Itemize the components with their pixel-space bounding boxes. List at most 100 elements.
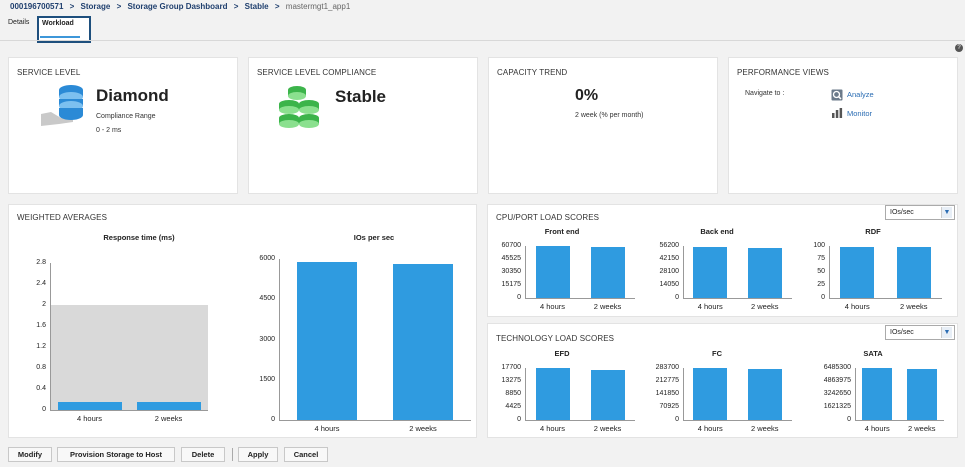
response-time-y-tick: 1.2 bbox=[36, 343, 46, 350]
sata-x-label: 2 weeks bbox=[907, 424, 936, 433]
ios-per-sec-y-tick: 4500 bbox=[259, 295, 275, 303]
response-time-y-tick: 2.8 bbox=[36, 259, 46, 266]
rdf-y-tick: 100 bbox=[813, 242, 825, 249]
fc-x-axis bbox=[683, 420, 792, 421]
response-time-y-tick: 0.4 bbox=[36, 385, 46, 392]
sata-y-tick: 3242650 bbox=[823, 390, 851, 397]
back-end-bar bbox=[693, 246, 728, 298]
cpu-metric-select[interactable]: IOs/sec ▼ bbox=[885, 205, 955, 220]
efd-bar bbox=[535, 368, 570, 420]
rdf-y-tick: 50 bbox=[817, 268, 825, 275]
response-time-y-axis bbox=[50, 263, 51, 410]
front-end-y-tick: 30350 bbox=[501, 268, 521, 275]
database-hand-icon bbox=[41, 85, 83, 126]
efd-y-tick: 17700 bbox=[501, 364, 521, 371]
tabbar-divider bbox=[0, 40, 965, 41]
breadcrumb-separator: > bbox=[274, 2, 280, 11]
database-stack-icon bbox=[279, 86, 319, 128]
back-end-x-label: 2 weeks bbox=[750, 302, 779, 311]
front-end-y-tick: 60700 bbox=[501, 242, 521, 249]
tab-details[interactable]: Details bbox=[8, 19, 30, 26]
efd-y-axis bbox=[525, 368, 526, 420]
rdf-y-tick: 25 bbox=[817, 281, 825, 288]
efd-chart-title: EFD bbox=[554, 349, 570, 358]
cancel-button[interactable]: Cancel bbox=[284, 447, 328, 462]
front-end-x-label: 2 weeks bbox=[593, 302, 622, 311]
tech-metric-value: IOs/sec bbox=[890, 329, 914, 336]
back-end-y-tick: 42150 bbox=[659, 255, 679, 262]
tech-load-title: TECHNOLOGY LOAD SCORES bbox=[496, 334, 615, 343]
response-time-y-tick: 0.8 bbox=[36, 364, 46, 371]
response-time-y-tick: 1.6 bbox=[36, 322, 46, 329]
front-end-chart-title: Front end bbox=[544, 227, 580, 236]
rdf-bar bbox=[840, 246, 875, 298]
ios-per-sec-x-label: 2 weeks bbox=[409, 424, 437, 433]
response-time-x-label: 2 weeks bbox=[154, 414, 183, 423]
fc-chart-title: FC bbox=[712, 349, 722, 358]
response-time-y-tick: 0 bbox=[42, 406, 46, 413]
breadcrumb-storage[interactable]: Storage bbox=[80, 2, 111, 11]
analyze-link[interactable]: Analyze bbox=[847, 90, 874, 99]
sata-x-axis bbox=[855, 420, 944, 421]
capacity-note: 2 week (% per month) bbox=[575, 112, 644, 119]
front-end-y-tick: 15175 bbox=[501, 281, 521, 288]
sata-chart-title: SATA bbox=[863, 349, 883, 358]
sata-bar bbox=[862, 368, 893, 420]
rdf-x-label: 2 weeks bbox=[899, 302, 928, 311]
service-level-panel: SERVICE LEVEL Diamond Compliance Range 0… bbox=[8, 57, 238, 194]
ios-per-sec-bar bbox=[393, 264, 453, 420]
capacity-title: CAPACITY TREND bbox=[497, 68, 568, 77]
breadcrumb-stable[interactable]: Stable bbox=[244, 2, 269, 11]
tab-workload[interactable]: Workload bbox=[37, 16, 91, 43]
help-icon[interactable]: ? bbox=[955, 44, 963, 52]
cpu-load-title: CPU/PORT LOAD SCORES bbox=[496, 213, 600, 222]
analyze-icon[interactable] bbox=[831, 89, 843, 101]
fc-x-label: 2 weeks bbox=[750, 424, 779, 433]
front-end-x-axis bbox=[525, 298, 635, 299]
fc-y-tick: 283700 bbox=[655, 364, 679, 371]
sata-y-axis bbox=[855, 368, 856, 420]
efd-bar bbox=[590, 369, 625, 420]
apply-button[interactable]: Apply bbox=[238, 447, 278, 462]
response-time-x-label: 4 hours bbox=[76, 414, 103, 423]
monitor-link[interactable]: Monitor bbox=[847, 109, 873, 118]
sata-x-label: 4 hours bbox=[864, 424, 890, 433]
sata-bar bbox=[906, 369, 937, 420]
response-time-x-axis bbox=[50, 410, 208, 411]
delete-button[interactable]: Delete bbox=[181, 447, 225, 462]
service-level-title: SERVICE LEVEL bbox=[17, 68, 81, 77]
modify-button[interactable]: Modify bbox=[8, 447, 52, 462]
efd-y-tick: 4425 bbox=[505, 403, 521, 410]
response-time-bar bbox=[136, 402, 201, 410]
back-end-y-tick: 56200 bbox=[659, 242, 679, 249]
breadcrumb-dashboard[interactable]: Storage Group Dashboard bbox=[127, 2, 228, 11]
chevron-down-icon[interactable]: ▼ bbox=[941, 327, 952, 338]
sata-y-tick: 6485300 bbox=[823, 364, 851, 371]
efd-x-label: 2 weeks bbox=[593, 424, 622, 433]
service-level-value: Diamond bbox=[96, 86, 169, 105]
front-end-y-axis bbox=[525, 246, 526, 298]
back-end-x-axis bbox=[683, 298, 792, 299]
breadcrumb-separator: > bbox=[116, 2, 122, 11]
monitor-icon[interactable] bbox=[831, 107, 843, 119]
back-end-y-tick: 14050 bbox=[659, 281, 679, 288]
performance-panel: PERFORMANCE VIEWS Navigate to : Analyze … bbox=[728, 57, 958, 194]
ios-per-sec-x-axis bbox=[279, 420, 471, 421]
ios-per-sec-y-tick: 3000 bbox=[259, 335, 275, 343]
compliance-panel: SERVICE LEVEL COMPLIANCE Stable bbox=[248, 57, 478, 194]
breadcrumb-array[interactable]: 000196700571 bbox=[10, 2, 64, 11]
ios-per-sec-y-tick: 0 bbox=[271, 416, 275, 423]
tech-metric-select[interactable]: IOs/sec ▼ bbox=[885, 325, 955, 340]
capacity-value: 0% bbox=[575, 87, 599, 104]
front-end-y-tick: 0 bbox=[517, 294, 521, 301]
back-end-y-tick: 0 bbox=[675, 294, 679, 301]
rdf-x-axis bbox=[829, 298, 942, 299]
provision-storage-button[interactable]: Provision Storage to Host bbox=[57, 447, 175, 462]
response-time-chart-title: Response time (ms) bbox=[103, 233, 175, 242]
chevron-down-icon[interactable]: ▼ bbox=[941, 207, 952, 218]
fc-y-tick: 0 bbox=[675, 416, 679, 423]
ios-per-sec-bar bbox=[297, 261, 357, 420]
back-end-x-label: 4 hours bbox=[697, 302, 723, 311]
compliance-value: Stable bbox=[335, 87, 387, 106]
compliance-title: SERVICE LEVEL COMPLIANCE bbox=[257, 68, 377, 77]
